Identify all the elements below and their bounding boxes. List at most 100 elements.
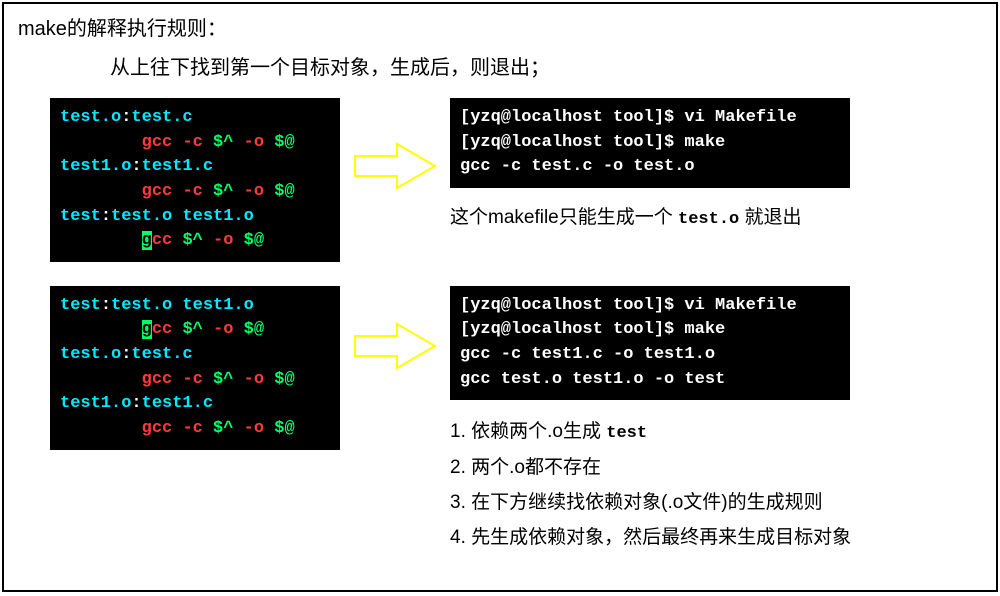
code-token <box>60 133 142 152</box>
code-line: gcc -c $^ -o $@ <box>60 180 330 205</box>
code-line: test:test.o test1.o <box>60 294 330 319</box>
code-token: : <box>131 394 141 413</box>
code-token: test.c <box>131 108 192 127</box>
code-token: cc <box>152 231 172 250</box>
code-token: $^ <box>213 133 233 152</box>
code-token: $@ <box>274 182 294 201</box>
code-token: : <box>101 296 111 315</box>
code-line: test:test.o test1.o <box>60 205 330 230</box>
code-token <box>172 133 182 152</box>
code-token: -o <box>213 320 233 339</box>
list-item-pre: 4. 先生成依赖对象，然后最终再来生成目标对象 <box>450 527 851 548</box>
code-token: $^ <box>182 320 202 339</box>
code-token <box>233 419 243 438</box>
code-token: gcc <box>142 419 173 438</box>
example-1-caption: 这个makefile只能生成一个 test.o 就退出 <box>450 204 986 233</box>
code-token: $@ <box>274 370 294 389</box>
list-item: 2. 两个.o都不存在 <box>450 450 986 485</box>
code-token: : <box>131 157 141 176</box>
code-line: test1.o:test1.c <box>60 392 330 417</box>
code-token: $^ <box>213 419 233 438</box>
code-token <box>203 320 213 339</box>
caption-1-post: 就退出 <box>739 207 801 228</box>
code-line: [yzq@localhost tool]$ vi Makefile <box>460 106 840 131</box>
code-token: -o <box>213 231 233 250</box>
page-title: make的解释执行规则： <box>18 12 986 41</box>
code-token: test.c <box>131 345 192 364</box>
page-frame: make的解释执行规则： 从上往下找到第一个目标对象，生成后，则退出； test… <box>2 2 998 592</box>
code-token: $@ <box>244 231 264 250</box>
page-subtitle: 从上往下找到第一个目标对象，生成后，则退出； <box>110 51 986 80</box>
code-token: test1.c <box>142 394 213 413</box>
makefile-2-codebox: test:test.o test1.o gcc $^ -o $@ test.o:t… <box>50 286 340 450</box>
code-token: : <box>101 207 111 226</box>
code-token: $^ <box>213 370 233 389</box>
code-token: gcc test.o test1.o -o test <box>460 370 725 389</box>
arrow-1-col <box>340 98 450 190</box>
code-token: -o <box>244 370 264 389</box>
code-token: test.o <box>60 108 121 127</box>
code-line: gcc -c $^ -o $@ <box>60 131 330 156</box>
makefile-1-codebox: test.o:test.c gcc -c $^ -o $@test1.o:tes… <box>50 98 340 262</box>
list-item: 3. 在下方继续找依赖对象(.o文件)的生成规则 <box>450 485 986 520</box>
code-token: -c <box>182 182 202 201</box>
code-line: gcc $^ -o $@ <box>60 229 330 254</box>
list-item-pre: 3. 在下方继续找依赖对象(.o文件)的生成规则 <box>450 492 823 513</box>
code-line: gcc -c $^ -o $@ <box>60 368 330 393</box>
code-line: gcc test.o test1.o -o test <box>460 368 840 393</box>
arrow-right-icon <box>353 322 437 370</box>
code-line: gcc -c $^ -o $@ <box>60 417 330 442</box>
code-token <box>264 133 274 152</box>
code-token <box>233 182 243 201</box>
code-token: g <box>142 231 152 250</box>
code-token: test1.o <box>60 157 131 176</box>
code-token <box>172 419 182 438</box>
caption-1-pre: 这个makefile只能生成一个 <box>450 207 678 228</box>
code-token <box>60 419 142 438</box>
code-token: $^ <box>213 182 233 201</box>
code-token: $^ <box>182 231 202 250</box>
code-token <box>203 370 213 389</box>
code-token: g <box>142 320 152 339</box>
code-line: [yzq@localhost tool]$ vi Makefile <box>460 294 840 319</box>
code-token: test1.c <box>142 157 213 176</box>
code-token: -c <box>182 133 202 152</box>
list-item-pre: 1. 依赖两个.o生成 <box>450 421 606 442</box>
code-token <box>233 320 243 339</box>
example-2-list: 1. 依赖两个.o生成 test2. 两个.o都不存在 3. 在下方继续找依赖对象… <box>450 414 986 555</box>
code-token: test <box>60 207 101 226</box>
code-line: test.o:test.c <box>60 106 330 131</box>
code-token: gcc <box>142 182 173 201</box>
code-token <box>60 370 142 389</box>
code-token <box>264 419 274 438</box>
code-line: [yzq@localhost tool]$ make <box>460 131 840 156</box>
terminal-2-codebox: [yzq@localhost tool]$ vi Makefile[yzq@lo… <box>450 286 850 401</box>
code-token: $@ <box>274 419 294 438</box>
code-token <box>60 182 142 201</box>
code-token <box>233 231 243 250</box>
list-item: 1. 依赖两个.o生成 test <box>450 414 986 449</box>
code-token: gcc -c test.c -o test.o <box>460 157 695 176</box>
code-token: test.o test1.o <box>111 296 254 315</box>
code-token <box>172 320 182 339</box>
code-token: test1.o <box>60 394 131 413</box>
code-token: [yzq@localhost tool]$ make <box>460 133 725 152</box>
code-token <box>172 182 182 201</box>
code-token: -o <box>244 419 264 438</box>
code-token: : <box>121 345 131 364</box>
code-token <box>233 133 243 152</box>
terminal-1-codebox: [yzq@localhost tool]$ vi Makefile [yzq@lo… <box>450 98 850 188</box>
code-token <box>233 370 243 389</box>
code-line: test1.o:test1.c <box>60 155 330 180</box>
code-line: test.o:test.c <box>60 343 330 368</box>
code-token: -c <box>182 419 202 438</box>
code-token: [yzq@localhost tool]$ vi Makefile <box>460 108 797 127</box>
code-token <box>203 133 213 152</box>
code-token <box>264 370 274 389</box>
code-token: $@ <box>244 320 264 339</box>
code-token: cc <box>152 320 172 339</box>
example-1-right: [yzq@localhost tool]$ vi Makefile [yzq@lo… <box>450 98 986 232</box>
code-token: -o <box>244 133 264 152</box>
code-token <box>203 419 213 438</box>
example-2-row: test:test.o test1.o gcc $^ -o $@ test.o:t… <box>14 286 986 555</box>
